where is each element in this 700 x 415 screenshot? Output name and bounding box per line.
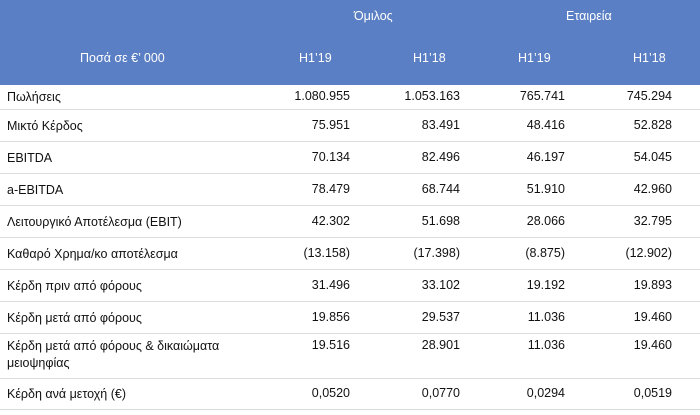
row-value: 0,0520	[311, 386, 350, 400]
column-company-h1-18: H1’18	[633, 51, 666, 65]
table-row: Πωλήσεις 1.080.955 1.053.163 765.741 745.294	[0, 85, 700, 110]
amount-label: Ποσά σε €’ 000	[80, 51, 165, 65]
table-row: Κέρδη ανά μετοχή (€) 0,0520 0,0770 0,0294 0,…	[0, 379, 700, 410]
row-value: (13.158)	[303, 246, 350, 260]
row-label: EBITDA	[7, 151, 53, 165]
row-value: 42.302	[311, 214, 350, 228]
row-label: Λειτουργικό Αποτέλεσμα (EBIT)	[7, 215, 182, 229]
row-value: 0,0294	[526, 386, 565, 400]
row-value: 70.134	[311, 150, 350, 164]
column-group-h1-19: H1’19	[299, 51, 332, 65]
row-label: a-EBITDA	[7, 183, 64, 197]
row-value: 82.496	[421, 150, 460, 164]
table-row: Κέρδη πριν από φόρους 31.496 33.102 19.192 1…	[0, 270, 700, 302]
row-value: 765.741	[519, 89, 565, 103]
row-value: 83.491	[421, 118, 460, 132]
row-label: Κέρδη πριν από φόρους	[7, 279, 142, 293]
row-value: 0,0519	[633, 386, 672, 400]
row-value: 19.516	[311, 338, 350, 352]
row-value: 1.080.955	[294, 89, 350, 103]
row-value: 51.698	[421, 214, 460, 228]
table-row: Καθαρό Χρημα/κο αποτέλεσμα (13.158) (17.39…	[0, 238, 700, 270]
row-value: (8.875)	[525, 246, 565, 260]
row-value: 19.192	[526, 278, 565, 292]
row-value: 33.102	[421, 278, 460, 292]
company-label: Εταιρεία	[566, 9, 612, 23]
table-row: Κέρδη μετά από φόρους & δικαιώματα μειοψ…	[0, 334, 700, 379]
row-value: 19.893	[633, 278, 672, 292]
row-value: (12.902)	[625, 246, 672, 260]
row-value: 46.197	[526, 150, 565, 164]
row-value: 75.951	[311, 118, 350, 132]
group-label: Όμιλος	[354, 9, 393, 23]
row-value: 28.901	[421, 338, 460, 352]
row-value: 48.416	[526, 118, 565, 132]
table-body: Πωλήσεις 1.080.955 1.053.163 765.741 745.294…	[0, 85, 700, 410]
column-group-h1-18: H1’18	[413, 51, 446, 65]
row-value: 68.744	[421, 182, 460, 196]
row-value: 19.856	[311, 310, 350, 324]
row-label: Κέρδη ανά μετοχή (€)	[7, 387, 126, 401]
row-value: 28.066	[526, 214, 565, 228]
row-value: 54.045	[633, 150, 672, 164]
row-label: Κέρδη μετά από φόρους & δικαιώματα μειοψ…	[7, 339, 220, 370]
row-value: 0,0770	[421, 386, 460, 400]
row-label: Κέρδη μετά από φόρους	[7, 311, 142, 325]
table-row: Λειτουργικό Αποτέλεσμα (EBIT) 42.302 51.69…	[0, 206, 700, 238]
table-header: Ποσά σε €’ 000 Όμιλος Εταιρεία H1’19 H1’…	[0, 0, 700, 85]
row-value: 11.036	[527, 338, 565, 352]
row-value: 42.960	[633, 182, 672, 196]
row-value: 1.053.163	[404, 89, 460, 103]
row-value: 745.294	[626, 89, 672, 103]
row-value: 32.795	[633, 214, 672, 228]
row-label: Πωλήσεις	[7, 90, 61, 104]
table-row: Κέρδη μετά από φόρους 19.856 29.537 11.036 1…	[0, 302, 700, 334]
row-label: Μικτό Κέρδος	[7, 119, 83, 133]
row-value: 31.496	[311, 278, 350, 292]
row-label: Καθαρό Χρημα/κο αποτέλεσμα	[7, 247, 178, 261]
row-value: 78.479	[311, 182, 350, 196]
row-value: 52.828	[633, 118, 672, 132]
row-value: 51.910	[526, 182, 565, 196]
table-row: a-EBITDA 78.479 68.744 51.910 42.960	[0, 174, 700, 206]
row-value: (17.398)	[413, 246, 460, 260]
row-value: 29.537	[421, 310, 460, 324]
table-row: Μικτό Κέρδος 75.951 83.491 48.416 52.828	[0, 110, 700, 142]
column-company-h1-19: H1’19	[518, 51, 551, 65]
row-value: 19.460	[633, 310, 672, 324]
table-row: EBITDA 70.134 82.496 46.197 54.045	[0, 142, 700, 174]
row-value: 11.036	[527, 310, 565, 324]
row-value: 19.460	[633, 338, 672, 352]
